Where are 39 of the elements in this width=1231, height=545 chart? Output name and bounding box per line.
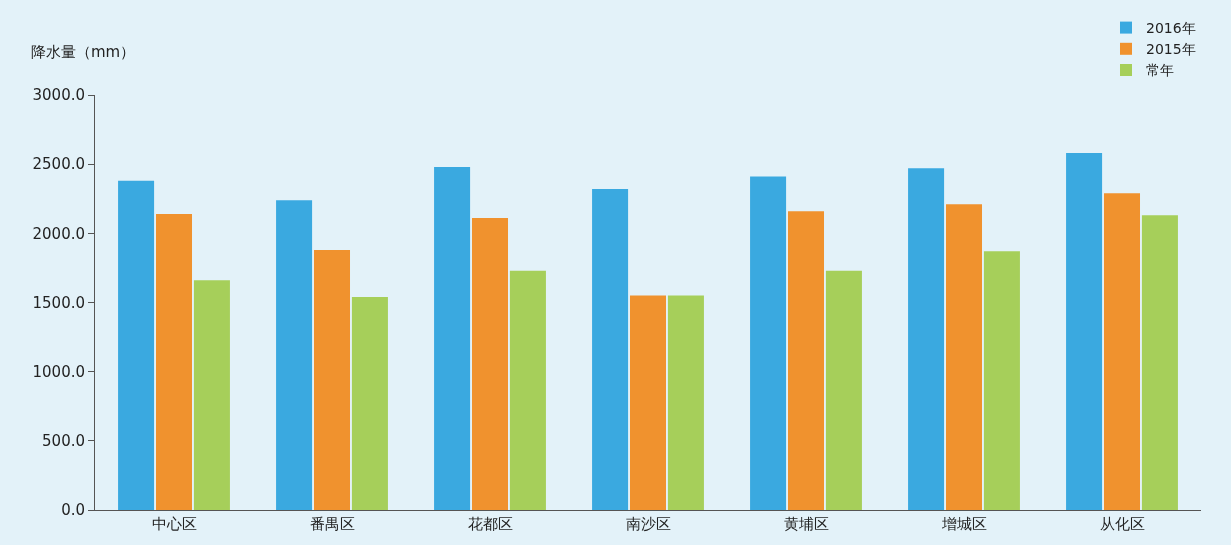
legend-label: 2016年 — [1146, 20, 1196, 37]
bar — [1103, 193, 1141, 510]
x-tick-label: 花都区 — [467, 515, 513, 533]
legend-label: 2015年 — [1146, 41, 1196, 58]
bar — [629, 295, 667, 510]
x-tick-label: 增城区 — [940, 515, 987, 533]
x-tick-label: 中心区 — [151, 515, 197, 533]
y-tick-label: 3000.0 — [32, 86, 85, 105]
bar — [908, 168, 945, 510]
y-tick-label: 2500.0 — [32, 155, 85, 174]
y-tick-label: 1500.0 — [32, 293, 85, 312]
bar — [509, 270, 546, 510]
y-tick-label: 1000.0 — [32, 362, 85, 381]
bar — [471, 218, 509, 510]
bar — [750, 176, 787, 510]
x-tick-label: 番禺区 — [309, 515, 355, 533]
bar — [313, 249, 351, 510]
y-axis-title: 降水量（mm） — [31, 43, 136, 61]
legend-label: 常年 — [1146, 62, 1174, 79]
bar — [351, 296, 388, 510]
bar — [667, 295, 704, 510]
bar — [193, 280, 230, 510]
bar — [825, 270, 862, 510]
bar — [945, 204, 983, 510]
bar — [1066, 153, 1103, 510]
y-tick-label: 2000.0 — [32, 224, 85, 243]
bar — [592, 189, 629, 510]
bar — [155, 213, 193, 510]
bar — [1141, 215, 1178, 510]
x-tick-label: 南沙区 — [625, 515, 671, 533]
y-tick-label: 500.0 — [42, 432, 85, 451]
bar — [983, 251, 1020, 510]
bar — [787, 211, 825, 510]
bar — [276, 200, 313, 510]
bar — [434, 166, 471, 510]
x-tick-label: 黄埔区 — [783, 515, 829, 533]
y-tick-label: 0.0 — [61, 501, 85, 520]
x-tick-label: 从化区 — [1099, 515, 1145, 533]
bar — [118, 180, 155, 510]
